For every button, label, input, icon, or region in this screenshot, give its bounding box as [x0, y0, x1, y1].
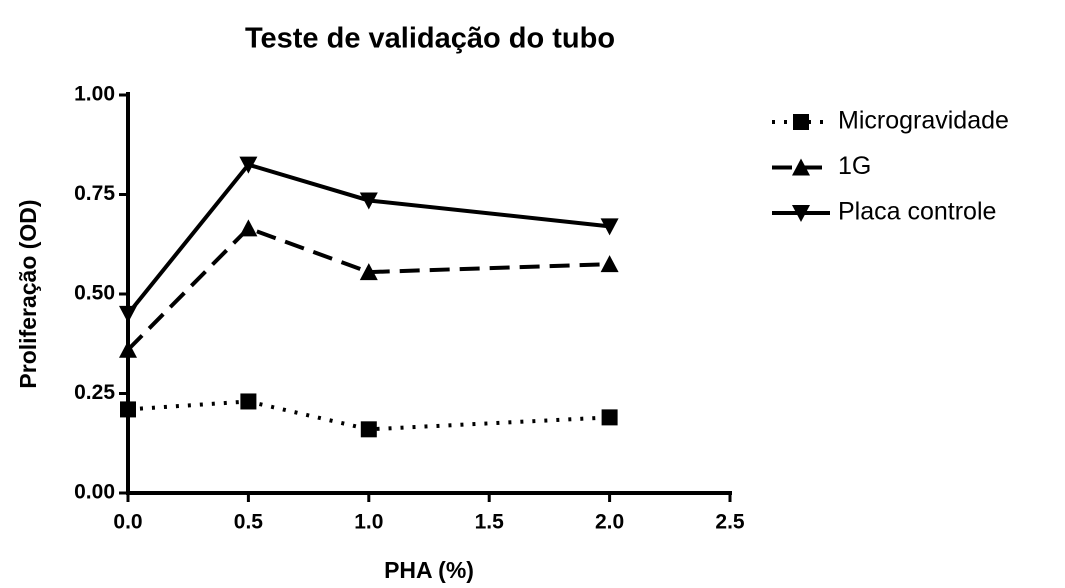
legend-marker: [792, 205, 810, 222]
x-tick-label: 2.0: [595, 511, 624, 534]
data-point: [600, 255, 619, 273]
x-axis-label: PHA (%): [384, 557, 474, 583]
data-point: [239, 156, 258, 174]
series-line: [126, 226, 610, 352]
series-line: [127, 399, 610, 432]
y-tick-label: 0.25: [74, 381, 115, 404]
x-tick-label: 1.0: [354, 511, 383, 534]
y-tick-label: 0.75: [74, 182, 115, 205]
x-tick-label: 1.5: [475, 511, 505, 534]
data-point: [120, 401, 136, 418]
data-point: [239, 219, 258, 237]
data-point: [119, 340, 137, 358]
y-tick-label: 0.50: [74, 282, 115, 305]
data-point: [359, 263, 378, 281]
chart-title: Teste de validação do tubo: [245, 23, 615, 55]
legend-label: Microgravidade: [838, 107, 1009, 135]
y-tick-label: 1.00: [74, 83, 115, 106]
legend-label: 1G: [838, 152, 871, 180]
legend-marker: [793, 114, 809, 130]
x-tick-label: 0.5: [234, 511, 264, 534]
legend-label: Placa controle: [838, 198, 996, 226]
data-point: [600, 218, 619, 236]
data-point: [119, 305, 137, 323]
y-tick-label: 0.00: [74, 481, 115, 504]
y-axis-label: Proliferação (OD): [15, 199, 41, 388]
x-tick-label: 2.5: [715, 511, 745, 534]
data-point: [240, 393, 257, 410]
legend-marker: [792, 158, 810, 176]
x-tick-label: 0.0: [113, 511, 142, 534]
series-line: [126, 162, 610, 316]
data-point: [601, 409, 618, 426]
data-point: [360, 421, 377, 438]
data-point: [359, 192, 378, 210]
